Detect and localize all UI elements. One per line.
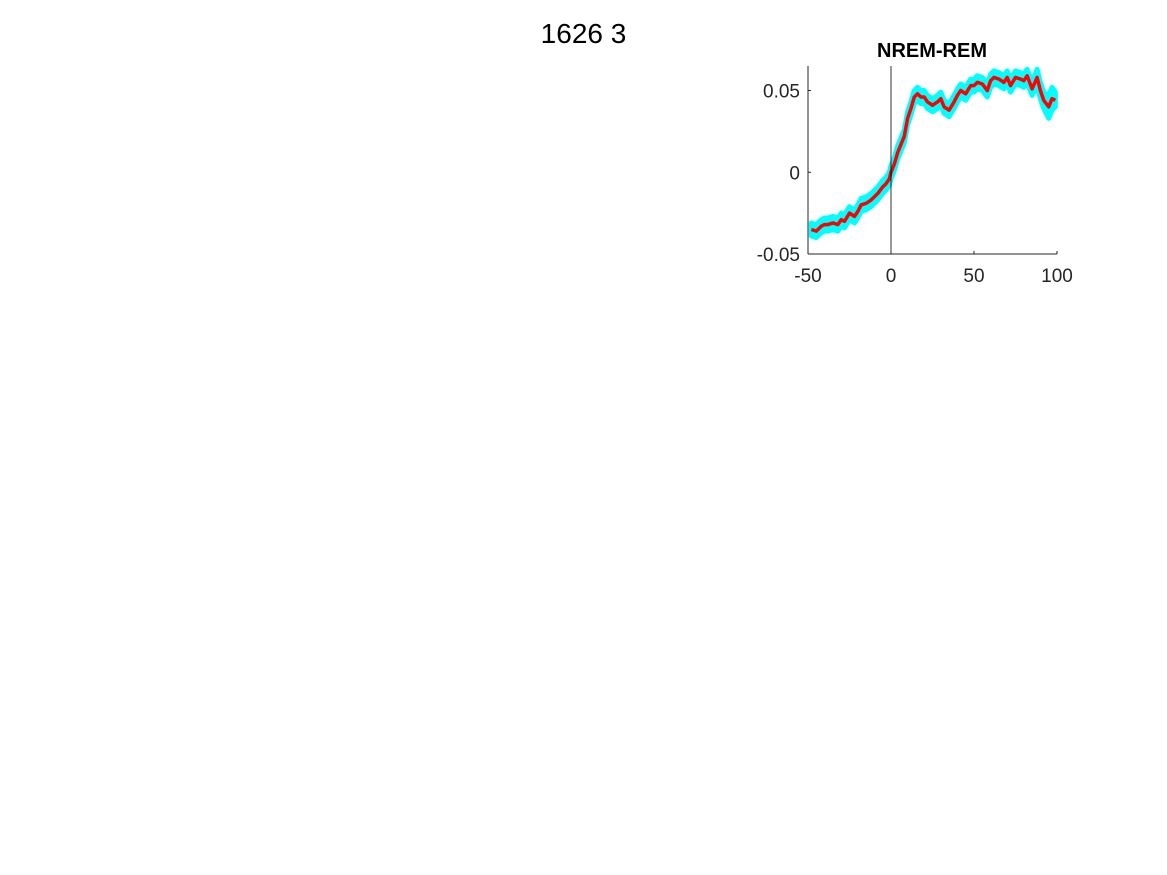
x-tick-label: 0 (886, 266, 897, 287)
x-tick-label: 50 (963, 266, 984, 287)
axes-layer: -50 0 50 100 -0.05 0 0.05 (757, 66, 1073, 287)
y-tick-label: 0 (789, 163, 800, 184)
x-tick-label: 100 (1041, 266, 1073, 287)
axes-title: NREM-REM (877, 40, 987, 62)
series-line (810, 74, 1057, 233)
plot-area (808, 66, 1058, 241)
y-tick-label: -0.05 (757, 245, 800, 266)
y-tick-label: 0.05 (763, 82, 800, 103)
x-tick-label: -50 (794, 266, 821, 287)
figure-title: 1626 3 (540, 18, 627, 49)
